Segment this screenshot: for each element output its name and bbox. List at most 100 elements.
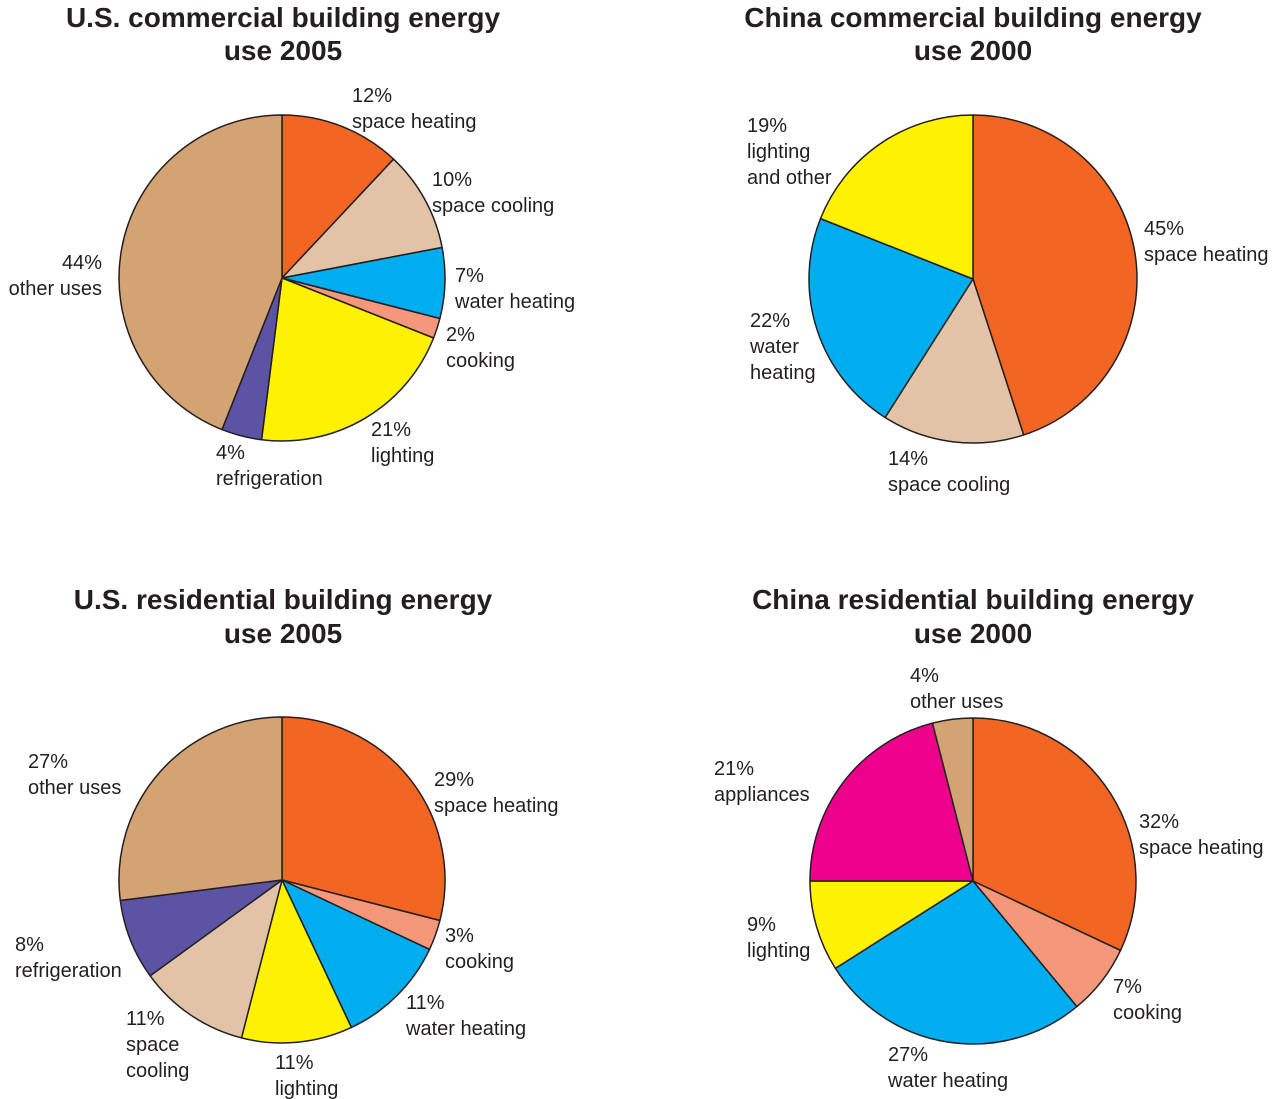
slice-category: space heating bbox=[352, 111, 477, 133]
slice-percent: 4% bbox=[216, 442, 245, 464]
slice-category: cooking bbox=[1113, 1002, 1182, 1024]
slice-label-water-heating: 7% water heating bbox=[454, 265, 575, 313]
chart-title-us-residential-line2: use 2005 bbox=[224, 618, 342, 649]
pie-slice-appliances bbox=[809, 722, 974, 882]
pie-slice-lighting bbox=[809, 880, 974, 970]
slice-category: space heating bbox=[434, 795, 559, 817]
pie-us-commercial: 12% space heating 10% space cooling 7% water … bbox=[9, 85, 575, 490]
slice-category: other uses bbox=[28, 777, 121, 799]
slice-category: cooking bbox=[446, 350, 515, 372]
slice-category: space heating bbox=[1139, 837, 1264, 859]
slice-category: space heating bbox=[1144, 244, 1269, 266]
slice-category: heating bbox=[750, 362, 816, 384]
slice-percent: 44% bbox=[62, 252, 102, 274]
slice-category: other uses bbox=[910, 691, 1003, 713]
pie-slice-other-uses bbox=[118, 114, 283, 431]
slice-label-lighting: 21% lighting bbox=[371, 419, 434, 467]
slice-label-cooking: 7% cooking bbox=[1113, 976, 1182, 1024]
pie-slice-other-uses bbox=[931, 717, 974, 882]
chart-title-us-residential-line1: U.S. residential building energy bbox=[74, 584, 493, 615]
slice-label-lighting-and-other: 19% lighting and other bbox=[747, 115, 832, 189]
slice-label-space-heating: 32% space heating bbox=[1139, 811, 1264, 859]
slice-label-lighting: 11% lighting bbox=[275, 1052, 338, 1099]
pie-slice-other-uses bbox=[118, 716, 283, 902]
slice-percent: 7% bbox=[455, 265, 484, 287]
slice-category: refrigeration bbox=[15, 960, 122, 982]
slice-percent: 29% bbox=[434, 769, 474, 791]
pie-slice-lighting bbox=[240, 879, 353, 1044]
slice-percent: 8% bbox=[15, 934, 44, 956]
slice-percent: 14% bbox=[888, 448, 928, 470]
slice-label-other-uses: 4% other uses bbox=[910, 665, 1003, 713]
slice-label-water-heating: 27% water heating bbox=[887, 1044, 1008, 1092]
slice-percent: 9% bbox=[747, 914, 776, 936]
chart-title-china-commercial-line2: use 2000 bbox=[914, 35, 1032, 66]
pie-slice-water-heating bbox=[834, 880, 1078, 1045]
slice-label-refrigeration: 4% refrigeration bbox=[216, 442, 323, 490]
chart-title-china-residential-line1: China residential building energy bbox=[752, 584, 1194, 615]
slice-percent: 21% bbox=[714, 758, 754, 780]
slice-category: cooling bbox=[126, 1060, 189, 1082]
slice-percent: 22% bbox=[750, 310, 790, 332]
slice-percent: 45% bbox=[1144, 218, 1184, 240]
pie-slice-space-heating bbox=[972, 114, 1138, 436]
slice-category: lighting bbox=[747, 940, 810, 962]
chart-us-commercial: U.S. commercial building energy use 2005… bbox=[9, 2, 575, 490]
pie-slice-water-heating bbox=[808, 217, 974, 419]
chart-title-us-commercial-line1: U.S. commercial building energy bbox=[66, 2, 501, 33]
slice-category: space cooling bbox=[432, 195, 554, 217]
slice-label-space-heating: 29% space heating bbox=[434, 769, 559, 817]
slice-percent: 32% bbox=[1139, 811, 1179, 833]
chart-title-china-residential-line2: use 2000 bbox=[914, 618, 1032, 649]
chart-china-commercial: China commercial building energy use 200… bbox=[744, 2, 1268, 496]
slice-category: water heating bbox=[454, 291, 575, 313]
pie-slice-water-heating bbox=[281, 879, 431, 1029]
pie-slice-space-cooling bbox=[149, 879, 283, 1039]
slice-percent: 7% bbox=[1113, 976, 1142, 998]
slice-category: cooking bbox=[445, 951, 514, 973]
slice-percent: 21% bbox=[371, 419, 411, 441]
slice-label-other-uses: 27% other uses bbox=[28, 751, 121, 799]
slice-category: water bbox=[749, 336, 799, 358]
slice-label-space-heating: 45% space heating bbox=[1144, 218, 1269, 266]
slice-label-cooking: 2% cooking bbox=[446, 324, 515, 372]
slice-category: space bbox=[126, 1034, 179, 1056]
pie-slice-space-cooling bbox=[281, 158, 443, 279]
slice-label-appliances: 21% appliances bbox=[714, 758, 810, 806]
slice-category: and other bbox=[747, 167, 832, 189]
pie-china-commercial: 45% space heating 14% space cooling 22% water… bbox=[747, 114, 1269, 496]
slice-label-cooking: 3% cooking bbox=[445, 925, 514, 973]
slice-category: lighting bbox=[275, 1078, 338, 1099]
pie-us-residential: 29% space heating 3% cooking 11% water heatin… bbox=[15, 716, 559, 1099]
slice-label-lighting: 9% lighting bbox=[747, 914, 810, 962]
slice-percent: 19% bbox=[747, 115, 787, 137]
slice-label-space-cooling: 11% space cooling bbox=[126, 1008, 189, 1082]
slice-percent: 10% bbox=[432, 169, 472, 191]
slice-percent: 11% bbox=[406, 992, 445, 1014]
slice-label-space-cooling: 10% space cooling bbox=[432, 169, 554, 217]
slice-percent: 27% bbox=[28, 751, 68, 773]
slice-category: refrigeration bbox=[216, 468, 323, 490]
slice-category: water heating bbox=[887, 1070, 1008, 1092]
slice-percent: 27% bbox=[888, 1044, 928, 1066]
slice-category: appliances bbox=[714, 784, 810, 806]
pie-slice-space-heating bbox=[281, 114, 395, 279]
pie-slice-lighting-and-other bbox=[819, 114, 974, 280]
slice-percent: 12% bbox=[352, 85, 392, 107]
slice-category: other uses bbox=[9, 278, 102, 300]
chart-us-residential: U.S. residential building energy use 200… bbox=[15, 584, 559, 1099]
slice-category: space cooling bbox=[888, 474, 1010, 496]
slice-category: lighting bbox=[747, 141, 810, 163]
slice-label-water-heating: 11% water heating bbox=[405, 992, 526, 1040]
slice-percent: 2% bbox=[446, 324, 475, 346]
pie-slice-space-cooling bbox=[884, 278, 1025, 444]
chart-title-china-commercial-line1: China commercial building energy bbox=[744, 2, 1202, 33]
slice-percent: 4% bbox=[910, 665, 939, 687]
slice-category: lighting bbox=[371, 445, 434, 467]
slice-label-space-cooling: 14% space cooling bbox=[888, 448, 1010, 496]
chart-china-residential: China residential building energy use 20… bbox=[714, 584, 1264, 1092]
slice-label-space-heating: 12% space heating bbox=[352, 85, 477, 133]
slice-percent: 11% bbox=[126, 1008, 165, 1030]
pie-slice-lighting bbox=[260, 277, 435, 442]
